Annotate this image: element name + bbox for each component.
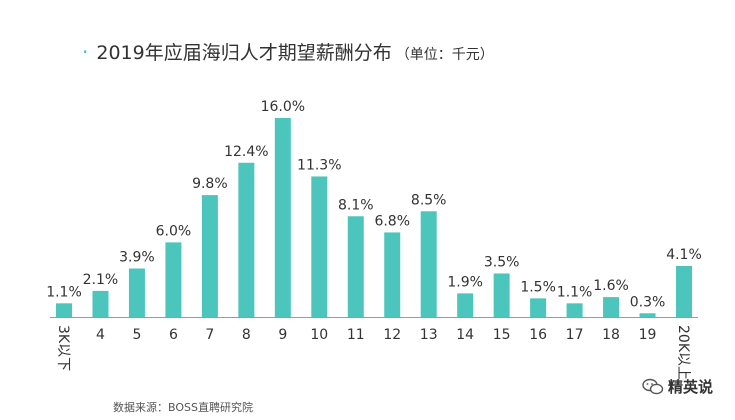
data-label: 11.3%	[297, 157, 341, 173]
x-tick-label: 17	[566, 327, 584, 343]
data-label: 3.9%	[119, 249, 155, 265]
svg-text:14: 14	[456, 327, 474, 343]
bar	[56, 303, 72, 317]
data-label: 12.4%	[224, 144, 268, 160]
x-tick-label: 15	[493, 327, 511, 343]
svg-text:13: 13	[420, 327, 438, 343]
x-tick-label: 13	[420, 327, 438, 343]
svg-text:16: 16	[529, 327, 547, 343]
svg-text:10: 10	[310, 327, 328, 343]
x-tick-label: 16	[529, 327, 547, 343]
bar	[384, 232, 401, 317]
x-tick-label: 5	[132, 327, 141, 343]
svg-text:15: 15	[493, 327, 511, 343]
x-tick-label: 18	[602, 327, 620, 343]
chart-unit: （单位：千元）	[395, 47, 494, 63]
svg-text:6: 6	[169, 327, 178, 343]
data-label: 2.1%	[83, 272, 119, 288]
x-tick-label: 8	[242, 327, 251, 343]
bar	[639, 313, 656, 317]
data-label: 6.8%	[374, 213, 410, 229]
x-tick-label: 6	[169, 327, 178, 343]
bullet-icon: ·	[82, 40, 89, 64]
bar	[603, 297, 620, 317]
x-tick-label: 9	[278, 327, 287, 343]
bar	[311, 176, 328, 317]
data-label: 1.9%	[447, 274, 483, 290]
brand-logo: 精英说	[642, 376, 713, 397]
x-tick-label: 12	[383, 327, 401, 343]
svg-text:8: 8	[242, 327, 251, 343]
data-label: 1.1%	[46, 284, 82, 300]
svg-text:12: 12	[383, 327, 401, 343]
svg-text:20K以上: 20K以上	[675, 325, 691, 380]
data-label: 4.1%	[666, 247, 702, 263]
x-tick-label: 10	[310, 327, 328, 343]
bar	[493, 273, 510, 317]
bar	[274, 118, 291, 317]
data-label: 1.1%	[557, 284, 593, 300]
svg-text:18: 18	[602, 327, 620, 343]
bar	[566, 303, 583, 317]
svg-text:7: 7	[205, 327, 214, 343]
bar	[92, 290, 109, 317]
bar	[201, 195, 218, 317]
bar	[530, 298, 547, 317]
bar	[457, 293, 474, 317]
bar	[420, 211, 437, 317]
x-tick-label: 19	[639, 327, 657, 343]
data-label: 8.5%	[411, 192, 447, 208]
svg-text:17: 17	[566, 327, 584, 343]
data-source: 数据来源：BOSS直聘研究院	[113, 401, 253, 414]
wechat-icon	[642, 378, 664, 394]
brand-logo-text: 精英说	[667, 378, 713, 396]
svg-text:5: 5	[132, 327, 141, 343]
bar	[676, 266, 692, 317]
bar	[238, 162, 255, 317]
svg-text:4: 4	[96, 327, 105, 343]
data-label: 9.8%	[192, 176, 228, 192]
svg-text:19: 19	[639, 327, 657, 343]
x-tick-label: 3K以下	[55, 325, 71, 371]
data-label: 1.6%	[593, 278, 629, 294]
data-label: 16.0%	[261, 99, 305, 115]
chart-title-text: 2019年应届海归人才期望薪酬分布	[96, 42, 392, 64]
svg-text:11: 11	[347, 327, 365, 343]
data-label: 3.5%	[484, 254, 520, 270]
data-label: 0.3%	[630, 294, 666, 310]
chart-title: · 2019年应届海归人才期望薪酬分布 （单位：千元）	[82, 38, 494, 65]
svg-text:3K以下: 3K以下	[55, 325, 71, 371]
bar	[347, 216, 364, 317]
x-tick-label: 20K以上	[675, 325, 691, 380]
x-tick-label: 11	[347, 327, 365, 343]
data-label: 6.0%	[156, 223, 192, 239]
bar	[128, 268, 145, 317]
bar	[165, 242, 182, 317]
x-tick-label: 4	[96, 327, 105, 343]
svg-text:9: 9	[278, 327, 287, 343]
data-label: 1.5%	[520, 279, 556, 295]
x-tick-label: 14	[456, 327, 474, 343]
data-label: 8.1%	[338, 197, 374, 213]
x-tick-label: 7	[205, 327, 214, 343]
